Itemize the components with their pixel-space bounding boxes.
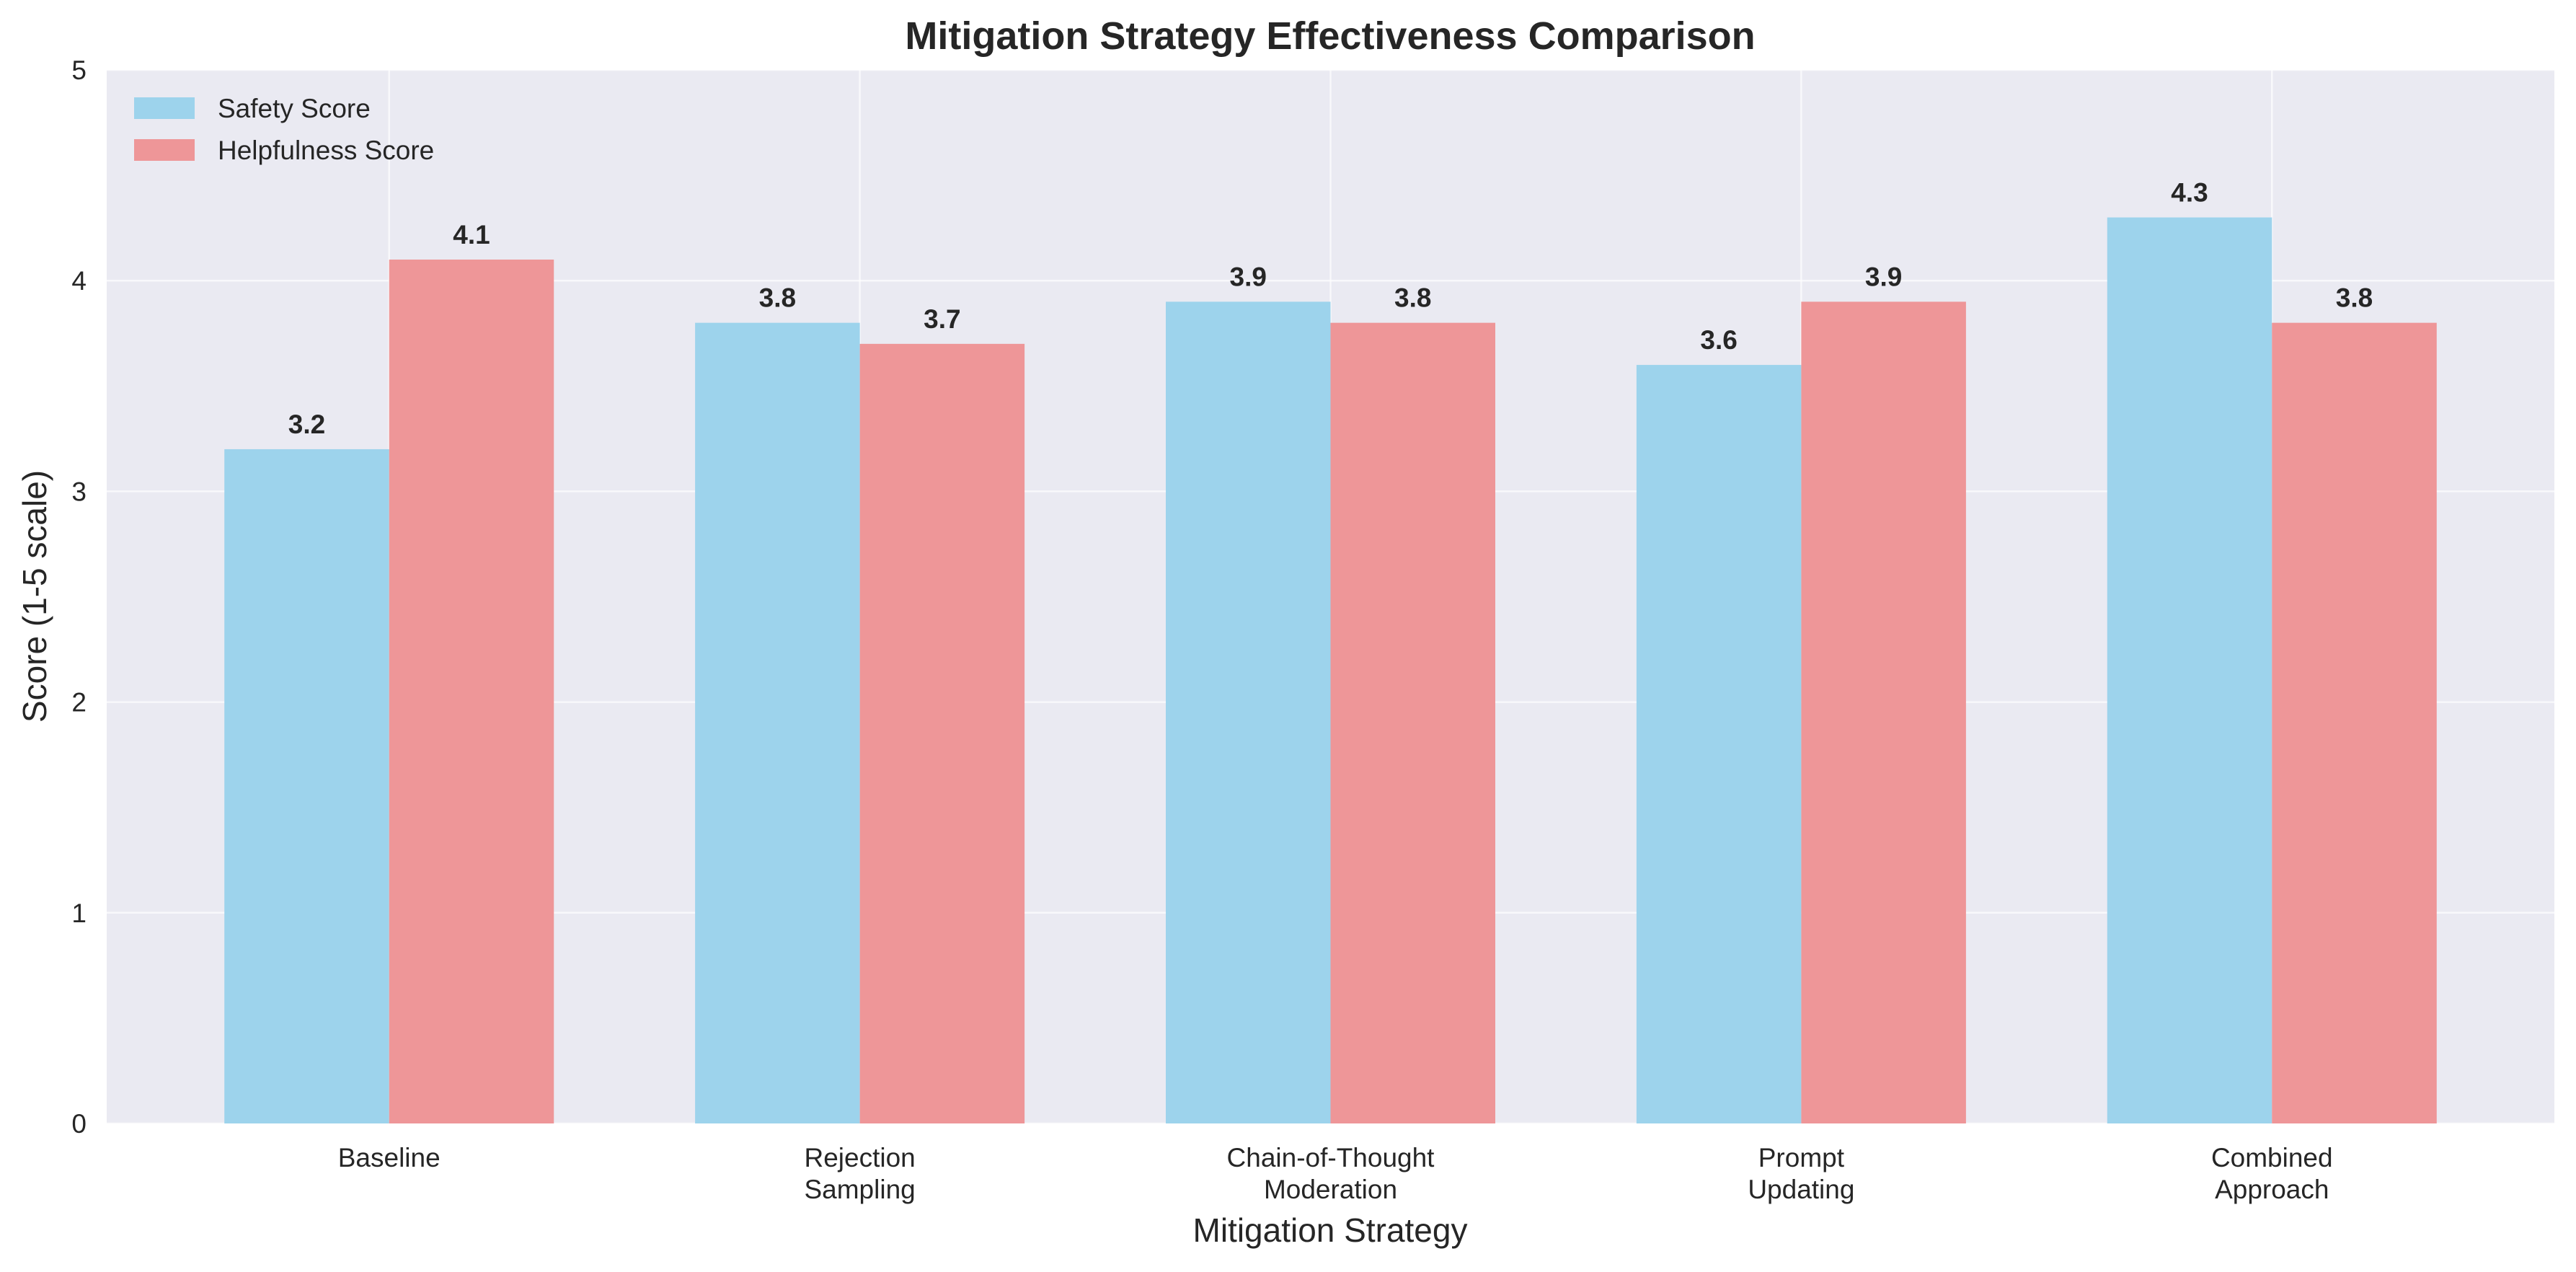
bar-value-label: 3.6 xyxy=(1700,325,1737,355)
x-tick-label-line: Updating xyxy=(1748,1175,1854,1204)
bar-value-label: 3.8 xyxy=(2336,283,2373,313)
bar-value-label: 3.8 xyxy=(759,283,796,313)
x-tick-label-line: Moderation xyxy=(1264,1175,1397,1204)
bar-helpfulness-score xyxy=(1801,301,1966,1123)
y-tick-label: 1 xyxy=(71,898,87,928)
legend-swatch xyxy=(134,139,195,161)
bar-helpfulness-score xyxy=(2272,322,2437,1123)
bar-safety-score xyxy=(695,322,860,1123)
y-tick-label: 5 xyxy=(71,56,87,85)
x-tick-label-line: Combined xyxy=(2211,1143,2333,1172)
bars xyxy=(224,217,2437,1124)
y-tick-label: 0 xyxy=(71,1109,87,1139)
chart-title: Mitigation Strategy Effectiveness Compar… xyxy=(905,14,1755,58)
legend: Safety Score Helpfulness Score xyxy=(134,94,434,165)
legend-swatch xyxy=(134,97,195,119)
x-tick-label: Rejection Sampling xyxy=(804,1143,915,1204)
y-tick-label: 4 xyxy=(71,266,87,296)
bar-helpfulness-score xyxy=(389,259,554,1124)
x-tick-label-line: Sampling xyxy=(804,1175,915,1204)
x-tick-label: Baseline xyxy=(338,1143,441,1172)
x-tick-label: Combined Approach xyxy=(2211,1143,2333,1204)
y-tick-label: 3 xyxy=(71,477,87,506)
bar-value-label: 3.9 xyxy=(1230,262,1267,291)
y-tick-label: 2 xyxy=(71,688,87,717)
value-labels: 3.2 3.8 3.9 3.6 4.3 4.1 3.7 3.8 3.9 3.8 xyxy=(288,178,2373,439)
bar-value-label: 3.2 xyxy=(288,410,325,439)
bar-safety-score xyxy=(224,449,389,1123)
bar-value-label: 3.7 xyxy=(924,304,960,334)
x-tick-label-line: Rejection xyxy=(804,1143,915,1172)
bar-value-label: 4.3 xyxy=(2171,178,2208,208)
legend-label: Safety Score xyxy=(218,94,371,123)
x-tick-label: Prompt Updating xyxy=(1748,1143,1854,1204)
x-axis-label: Mitigation Strategy xyxy=(1193,1211,1468,1249)
bar-value-label: 4.1 xyxy=(453,220,490,249)
bar-safety-score xyxy=(1636,365,1802,1124)
x-tick-label: Chain-of-Thought Moderation xyxy=(1227,1143,1435,1204)
bar-value-label: 3.8 xyxy=(1394,283,1431,313)
x-tick-label-line: Prompt xyxy=(1758,1143,1845,1172)
x-tick-label-line: Chain-of-Thought xyxy=(1227,1143,1435,1172)
x-tick-label-line: Baseline xyxy=(338,1143,441,1172)
x-axis-ticks: Baseline Rejection Sampling Chain-of-Though… xyxy=(338,1143,2333,1204)
bar-safety-score xyxy=(2107,217,2272,1123)
bar-helpfulness-score xyxy=(1330,322,1496,1123)
bar-value-label: 3.9 xyxy=(1865,262,1902,291)
legend-label: Helpfulness Score xyxy=(218,136,434,165)
y-axis-label: Score (1-5 scale) xyxy=(16,470,53,723)
bar-safety-score xyxy=(1165,301,1331,1123)
x-tick-label-line: Approach xyxy=(2215,1175,2329,1204)
bar-helpfulness-score xyxy=(859,343,1025,1123)
y-axis-ticks: 0 1 2 3 4 5 xyxy=(71,56,87,1139)
